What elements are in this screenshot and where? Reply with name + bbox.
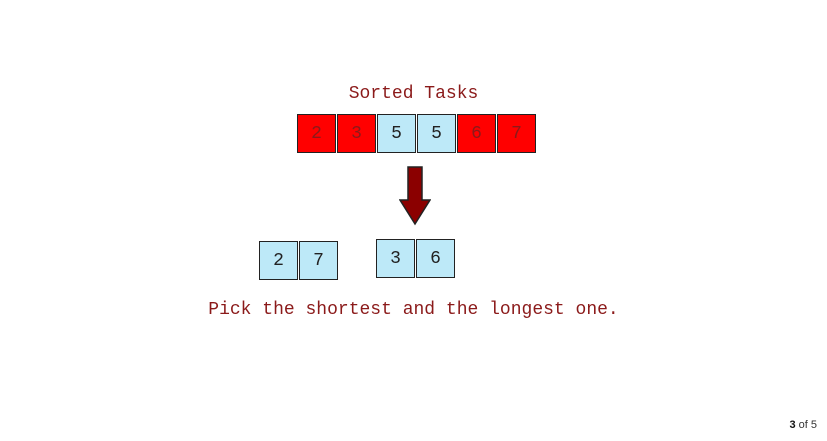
task-cell: 3 [337, 114, 376, 153]
diagram-title: Sorted Tasks [348, 84, 479, 104]
pair-cell: 7 [299, 241, 338, 280]
sorted-tasks-row: 2 3 5 5 6 7 [297, 114, 537, 153]
pair-cell: 3 [376, 239, 415, 278]
pair-group: 3 6 [376, 239, 456, 278]
task-cell: 7 [497, 114, 536, 153]
pager-separator: of [798, 419, 808, 431]
task-cell: 5 [417, 114, 456, 153]
pair-cell: 6 [416, 239, 455, 278]
pair-cell: 2 [259, 241, 298, 280]
pair-group: 2 7 [259, 241, 339, 280]
task-cell: 5 [377, 114, 416, 153]
pager-total: 5 [810, 419, 817, 431]
down-arrow-icon [399, 166, 431, 226]
task-cell: 2 [297, 114, 336, 153]
pager-current: 3 [789, 419, 796, 431]
diagram-caption: Pick the shortest and the longest one. [208, 300, 619, 320]
task-cell: 6 [457, 114, 496, 153]
slide-pager: 3 of 5 [789, 419, 817, 431]
